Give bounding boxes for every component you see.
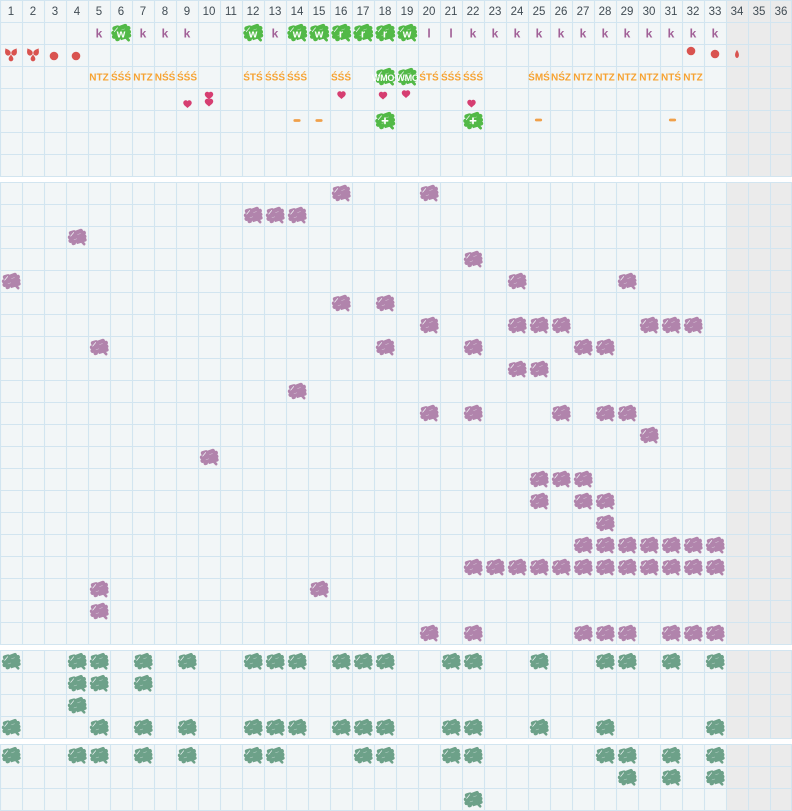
svg-text:22: 22 <box>467 6 480 18</box>
svg-text:32: 32 <box>687 6 700 18</box>
svg-text:NŚZ: NŚZ <box>551 71 571 84</box>
svg-text:ŚTŚ: ŚTŚ <box>243 71 263 84</box>
svg-text:k: k <box>536 27 543 41</box>
svg-text:6: 6 <box>118 6 124 18</box>
svg-text:5: 5 <box>96 6 102 18</box>
svg-text:k: k <box>602 27 609 41</box>
svg-text:ŚŚŚ: ŚŚŚ <box>111 71 131 84</box>
svg-text:k: k <box>184 27 191 41</box>
svg-text:7: 7 <box>140 6 146 18</box>
svg-text:NŚŚ: NŚŚ <box>155 71 176 84</box>
svg-text:l: l <box>449 27 452 41</box>
svg-text:k: k <box>712 27 719 41</box>
svg-text:23: 23 <box>489 6 502 18</box>
svg-text:11: 11 <box>225 6 237 18</box>
svg-text:WMO: WMO <box>396 73 419 83</box>
svg-text:15: 15 <box>313 6 326 18</box>
svg-text:36: 36 <box>775 6 788 18</box>
svg-text:26: 26 <box>555 6 568 18</box>
svg-text:WMO: WMO <box>372 73 395 83</box>
svg-text:k: k <box>646 27 653 41</box>
svg-text:ŚŚŚ: ŚŚŚ <box>265 71 285 84</box>
svg-text:k: k <box>514 27 521 41</box>
svg-text:35: 35 <box>753 6 766 18</box>
svg-text:r: r <box>361 28 366 40</box>
svg-text:k: k <box>140 27 147 41</box>
svg-text:ŚŚŚ: ŚŚŚ <box>331 71 351 84</box>
svg-text:k: k <box>96 27 103 41</box>
svg-text:k: k <box>580 27 587 41</box>
svg-text:4: 4 <box>74 6 81 18</box>
svg-text:l: l <box>427 27 430 41</box>
svg-text:k: k <box>624 27 631 41</box>
svg-text:33: 33 <box>709 6 722 18</box>
svg-text:NTZ: NTZ <box>683 73 702 84</box>
svg-text:9: 9 <box>184 6 190 18</box>
svg-text:ŚŚŚ: ŚŚŚ <box>177 71 197 84</box>
svg-text:ŚŚŚ: ŚŚŚ <box>463 71 483 84</box>
svg-text:k: k <box>492 27 499 41</box>
svg-text:k: k <box>162 27 169 41</box>
svg-text:29: 29 <box>621 6 634 18</box>
svg-text:ŚTŚ: ŚTŚ <box>419 71 439 84</box>
svg-text:w: w <box>292 28 302 40</box>
svg-text:2: 2 <box>30 6 36 18</box>
svg-text:k: k <box>272 27 279 41</box>
svg-text:13: 13 <box>269 6 282 18</box>
svg-text:25: 25 <box>533 6 546 18</box>
svg-text:w: w <box>116 28 126 40</box>
svg-text:17: 17 <box>357 6 370 18</box>
svg-text:NTZ: NTZ <box>639 73 658 84</box>
svg-text:28: 28 <box>599 6 612 18</box>
svg-text:k: k <box>558 27 565 41</box>
svg-text:10: 10 <box>203 6 216 18</box>
svg-text:16: 16 <box>335 6 348 18</box>
svg-text:20: 20 <box>423 6 436 18</box>
svg-text:k: k <box>668 27 675 41</box>
svg-text:w: w <box>314 28 324 40</box>
svg-text:NTZ: NTZ <box>617 73 636 84</box>
svg-text:18: 18 <box>379 6 392 18</box>
svg-text:30: 30 <box>643 6 656 18</box>
svg-text:8: 8 <box>162 6 168 18</box>
svg-text:ŚŚŚ: ŚŚŚ <box>441 71 461 84</box>
svg-text:k: k <box>470 27 477 41</box>
svg-text:3: 3 <box>52 6 58 18</box>
svg-text:31: 31 <box>665 6 678 18</box>
svg-text:NTZ: NTZ <box>89 73 108 84</box>
svg-text:24: 24 <box>511 6 524 18</box>
svg-text:r: r <box>383 28 388 40</box>
svg-text:19: 19 <box>401 6 414 18</box>
svg-text:12: 12 <box>247 6 260 18</box>
svg-text:27: 27 <box>577 6 590 18</box>
svg-text:k: k <box>690 27 697 41</box>
svg-text:r: r <box>339 28 344 40</box>
svg-text:34: 34 <box>731 6 744 18</box>
svg-text:NTZ: NTZ <box>595 73 614 84</box>
svg-text:w: w <box>402 28 412 40</box>
svg-text:21: 21 <box>445 6 458 18</box>
svg-text:w: w <box>248 28 258 40</box>
svg-text:ŚŚŚ: ŚŚŚ <box>287 71 307 84</box>
svg-text:NTZ: NTZ <box>573 73 592 84</box>
svg-text:ŚMŚ: ŚMŚ <box>528 71 550 84</box>
svg-text:14: 14 <box>291 6 304 18</box>
svg-text:1: 1 <box>8 6 14 18</box>
svg-text:NTZ: NTZ <box>133 73 152 84</box>
svg-text:NTŚ: NTŚ <box>661 71 681 84</box>
